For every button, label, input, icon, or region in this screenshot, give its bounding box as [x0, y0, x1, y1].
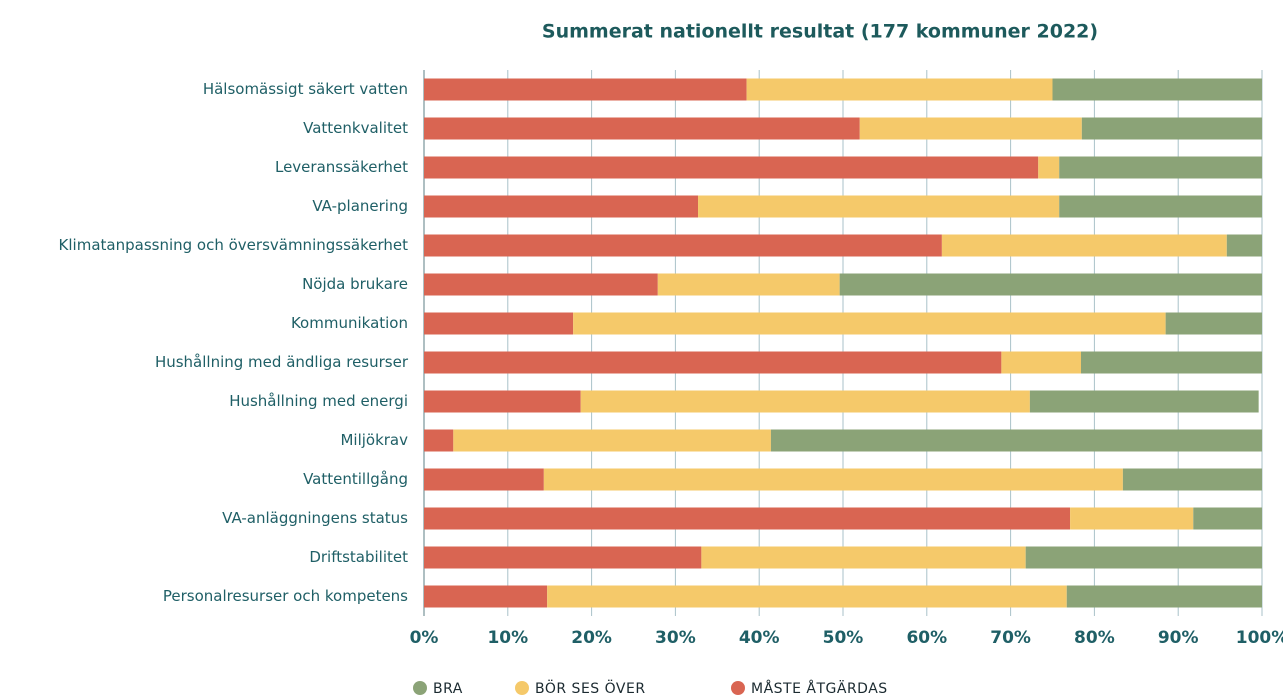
bar-segment	[424, 585, 548, 608]
category-label: Leveranssäkerhet	[275, 158, 408, 176]
bar-segment	[1081, 117, 1262, 140]
bar-segment	[424, 351, 1002, 374]
bar-segment	[1029, 390, 1259, 413]
bar-segment	[1001, 351, 1081, 374]
legend-label: BÖR SES ÖVER	[535, 679, 646, 695]
x-tick-label: 40%	[739, 628, 780, 648]
bar-segment	[424, 390, 581, 413]
bar-segment	[701, 546, 1026, 569]
bar-segment	[424, 156, 1039, 179]
bar-segment	[424, 429, 454, 452]
category-label: Klimatanpassning och översvämningssäkerh…	[59, 236, 409, 254]
x-tick-label: 70%	[990, 628, 1031, 648]
category-label: Hushållning med energi	[229, 392, 408, 410]
bar-segment	[453, 429, 771, 452]
bar-segment	[424, 312, 574, 335]
x-tick-label: 90%	[1158, 628, 1199, 648]
bar-segment	[1070, 507, 1194, 530]
x-tick-label: 30%	[655, 628, 696, 648]
category-label: Personalresurser och kompetens	[163, 587, 408, 605]
bar-segment	[573, 312, 1166, 335]
bar-segment	[657, 273, 840, 296]
bar-segment	[698, 195, 1060, 218]
legend-swatch	[515, 681, 529, 695]
x-tick-label: 10%	[487, 628, 528, 648]
bar-segment	[424, 234, 942, 257]
bar-segment	[1193, 507, 1262, 530]
bar-segment	[1052, 78, 1262, 101]
category-label: Vattentillgång	[303, 470, 408, 488]
bar-segment	[1038, 156, 1060, 179]
category-label: Hushållning med ändliga resurser	[155, 353, 409, 371]
x-tick-label: 20%	[571, 628, 612, 648]
x-tick-label: 0%	[410, 628, 439, 648]
category-label: VA-planering	[312, 197, 408, 215]
category-label: VA-anläggningens status	[222, 509, 408, 527]
legend-label: MÅSTE ÅTGÄRDAS	[751, 679, 888, 695]
bar-segment	[941, 234, 1227, 257]
bar-segment	[1059, 156, 1262, 179]
category-label: Miljökrav	[340, 431, 408, 449]
bar-segment	[1080, 351, 1262, 374]
bar-segment	[580, 390, 1030, 413]
bar-segment	[839, 273, 1262, 296]
x-tick-label: 80%	[1074, 628, 1115, 648]
legend-swatch	[731, 681, 745, 695]
legend-label: BRA	[433, 681, 463, 695]
bar-segment	[424, 507, 1071, 530]
bar-segment	[424, 468, 544, 491]
x-tick-label: 50%	[823, 628, 864, 648]
chart-title: Summerat nationellt resultat (177 kommun…	[542, 21, 1098, 43]
x-tick-label: 60%	[906, 628, 947, 648]
bar-segment	[1025, 546, 1262, 569]
bar-segment	[1122, 468, 1262, 491]
bar-segment	[424, 273, 658, 296]
bar-segment	[746, 78, 1053, 101]
bar-segment	[770, 429, 1262, 452]
category-label: Vattenkvalitet	[303, 119, 408, 137]
category-label: Driftstabilitet	[309, 548, 408, 566]
x-tick-label: 100%	[1236, 628, 1283, 648]
bar-segment	[1066, 585, 1262, 608]
category-label: Nöjda brukare	[302, 275, 408, 293]
legend-swatch	[413, 681, 427, 695]
bar-segment	[424, 78, 747, 101]
bar-segment	[859, 117, 1082, 140]
bar-segment	[1226, 234, 1262, 257]
bar-segment	[543, 468, 1123, 491]
bar-segment	[424, 546, 702, 569]
bar-segment	[1165, 312, 1262, 335]
bar-segment	[424, 117, 860, 140]
bar-segment	[547, 585, 1067, 608]
bar-segment	[424, 195, 699, 218]
category-label: Hälsomässigt säkert vatten	[203, 80, 408, 98]
category-label: Kommunikation	[291, 314, 408, 332]
bar-segment	[1059, 195, 1262, 218]
